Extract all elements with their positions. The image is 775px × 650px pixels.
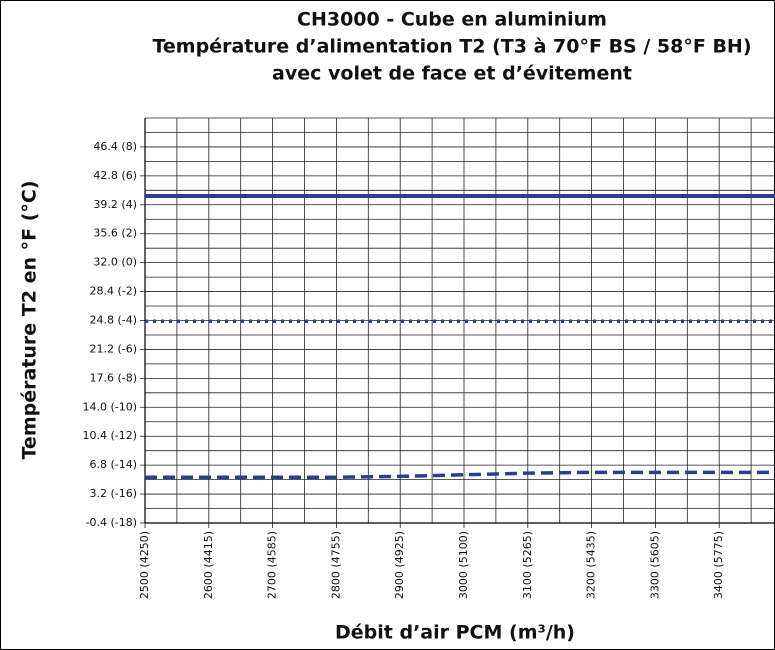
x-tick-label: 2800 (4755) <box>329 531 342 599</box>
y-axis-title: Température T2 en °F (°C) <box>19 180 41 459</box>
y-tick-label: 39.2 (4) <box>93 198 137 211</box>
chart-title: CH3000 - Cube en aluminium <box>297 9 607 31</box>
y-tick-label: 28.4 (-2) <box>89 285 137 298</box>
series-line <box>145 470 775 479</box>
x-axis-title: Débit d’air PCM (m³/h) <box>335 622 575 644</box>
y-tick-label: 17.6 (-8) <box>89 371 137 384</box>
y-tick-label: 24.8 (-4) <box>89 314 137 327</box>
x-tick-label: 2900 (4925) <box>393 531 406 599</box>
y-tick-label: 10.4 (-12) <box>82 429 137 442</box>
y-tick-label: 42.8 (6) <box>93 169 137 182</box>
x-tick-label: 2700 (4585) <box>266 531 279 599</box>
x-tick-label: 3200 (5435) <box>585 531 598 599</box>
x-tick-label: 3100 (5265) <box>521 531 534 599</box>
chart-title: Température d’alimentation T2 (T3 à 70°F… <box>152 36 751 58</box>
y-tick-label: 6.8 (-14) <box>89 458 137 471</box>
y-tick-label: 32.0 (0) <box>93 256 137 269</box>
y-tick-label: 46.4 (8) <box>93 140 137 153</box>
x-tick-label: 2600 (4415) <box>202 531 215 599</box>
x-tick-label: 2500 (4250) <box>138 531 151 599</box>
y-tick-label: 14.0 (-10) <box>82 400 137 413</box>
x-tick-label: 3400 (5775) <box>712 531 725 599</box>
chart-title: avec volet de face et d’évitement <box>272 63 632 85</box>
x-tick-label: 3000 (5100) <box>457 531 470 599</box>
y-tick-label: -0.4 (-18) <box>85 516 137 529</box>
x-tick-label: 3300 (5605) <box>648 531 661 599</box>
y-tick-label: 21.2 (-6) <box>89 342 137 355</box>
y-tick-label: 35.6 (2) <box>93 227 137 240</box>
y-tick-label: 3.2 (-16) <box>89 487 137 500</box>
